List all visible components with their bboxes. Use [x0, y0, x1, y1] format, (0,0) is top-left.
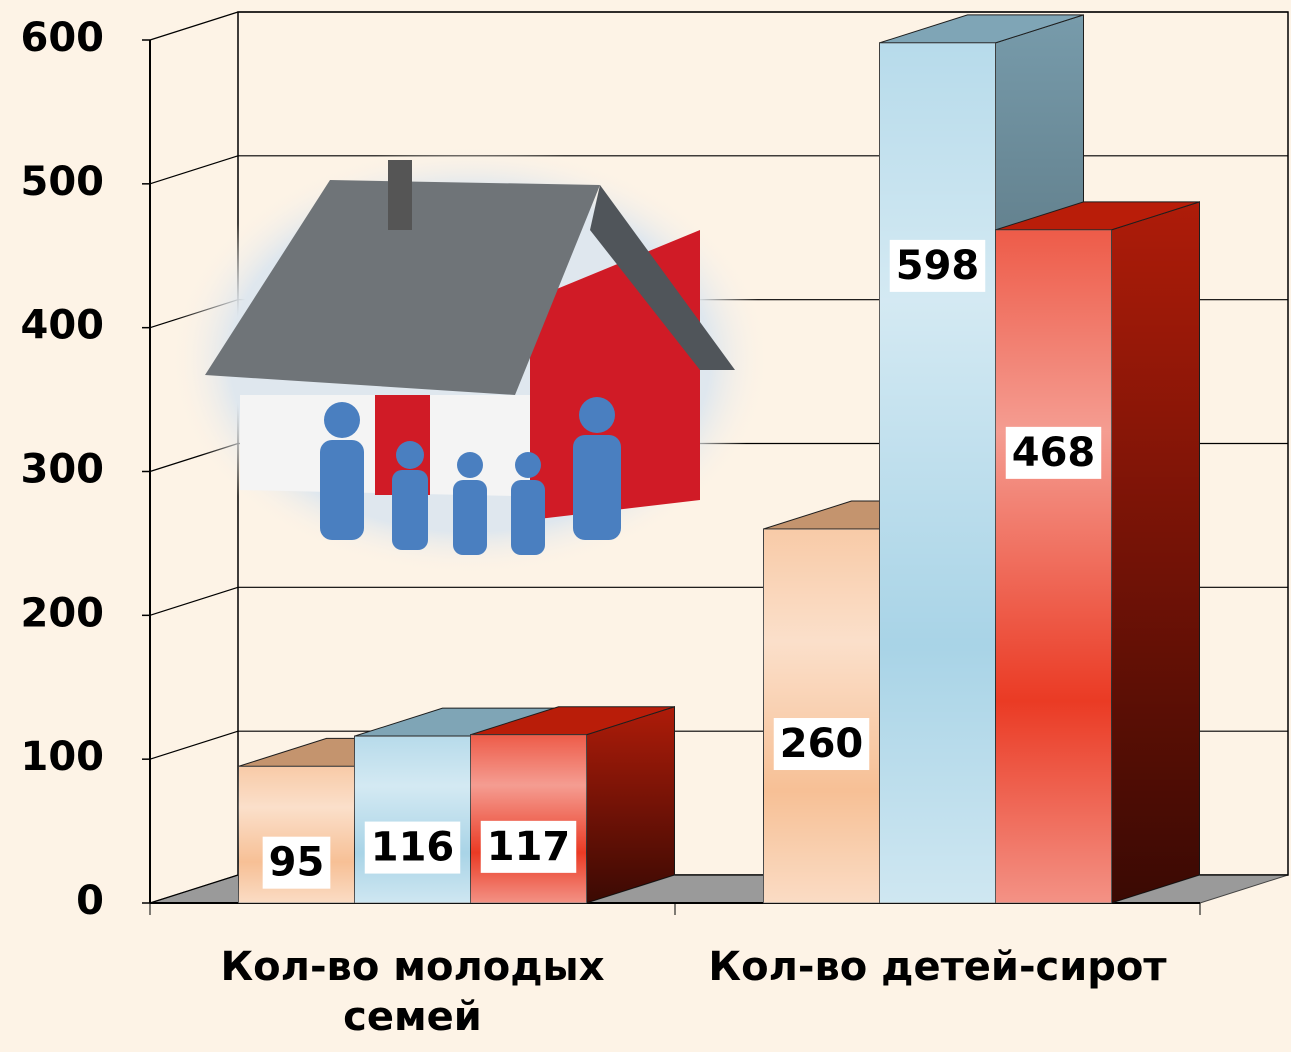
house-illustration	[170, 145, 770, 575]
chart: 0 100 200 300 400 500 600 95 116 117 260 598 468	[0, 0, 1291, 1052]
chimney	[388, 160, 412, 230]
x-tick-label: Кол-во детей-сирот	[708, 942, 1168, 992]
bar-front-shine	[355, 736, 471, 903]
bar-front-shine	[764, 529, 880, 903]
data-label: 468	[1012, 430, 1096, 476]
bar: 468	[996, 202, 1200, 903]
bar-side-shade	[587, 707, 675, 903]
bar-front-shine	[996, 230, 1112, 903]
data-label: 598	[896, 243, 980, 289]
bar-side-shade	[1112, 202, 1200, 903]
data-label: 260	[780, 721, 864, 767]
y-tick-label: 600	[21, 15, 105, 61]
grid-line-side	[150, 731, 238, 759]
bar-front-shine	[471, 735, 587, 903]
chart-page: 0 100 200 300 400 500 600 95 116 117 260 598 468 Кол…	[0, 0, 1291, 1052]
data-label: 116	[371, 825, 455, 871]
y-tick-label: 100	[21, 734, 105, 780]
data-label: 117	[487, 824, 571, 870]
grid-line-side	[150, 156, 238, 184]
bar: 117	[471, 707, 675, 903]
y-tick-label: 500	[21, 159, 105, 205]
y-tick-label: 400	[21, 303, 105, 349]
bar-front-shine	[880, 43, 996, 903]
grid-line-side	[150, 12, 238, 40]
data-label: 95	[269, 840, 325, 886]
y-tick-label: 300	[21, 447, 105, 493]
y-tick-label: 0	[76, 878, 104, 924]
grid-line-side	[150, 587, 238, 615]
y-tick-label: 200	[21, 590, 105, 636]
x-tick-label: Кол-во молодых семей	[183, 942, 643, 1042]
